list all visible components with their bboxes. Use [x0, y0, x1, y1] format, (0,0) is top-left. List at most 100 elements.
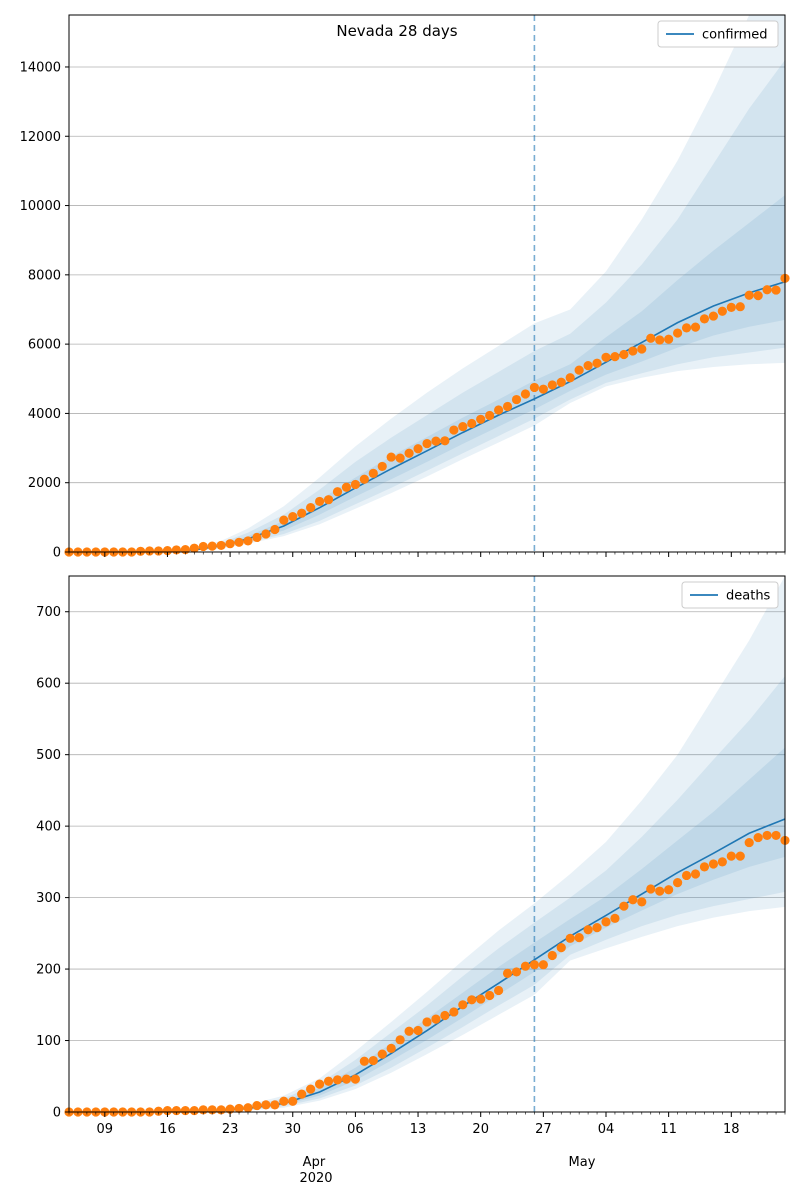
observed-point	[261, 1100, 271, 1110]
observed-point	[395, 1035, 405, 1045]
x-tick-label: 18	[723, 1122, 740, 1137]
observed-point	[413, 444, 423, 454]
uncertainty-band	[69, 942, 535, 1112]
confirmed-panel: 0 2000 4000 6000 8000 10000 12000 14000 Nevada …	[20, 14, 790, 561]
observed-point	[726, 302, 736, 313]
observed-point	[646, 333, 656, 343]
uncertainty-band	[69, 903, 535, 1112]
observed-point	[538, 960, 548, 970]
observed-point	[332, 487, 343, 497]
observed-point	[404, 448, 414, 458]
observed-point	[315, 1079, 325, 1089]
month-label-may: May	[569, 1155, 596, 1170]
observed-point	[646, 884, 656, 894]
observed-point	[136, 546, 146, 556]
observed-point	[252, 532, 262, 543]
x-tick-label: 09	[97, 1122, 114, 1137]
observed-point	[225, 539, 235, 549]
observed-point	[628, 895, 638, 905]
legend-label: confirmed	[702, 28, 768, 43]
observed-point	[547, 380, 557, 390]
observed-point	[449, 425, 459, 435]
observed-point	[458, 1000, 468, 1010]
x-tick-label: 11	[660, 1122, 677, 1137]
observed-point	[341, 482, 352, 492]
observed-point	[619, 349, 629, 360]
observed-point	[243, 536, 253, 546]
observed-point	[270, 524, 280, 535]
observed-point	[386, 1043, 396, 1053]
observed-point	[592, 923, 602, 933]
observed-point	[655, 335, 665, 345]
observed-point	[467, 418, 477, 429]
observed-point	[574, 933, 584, 943]
observed-point	[744, 837, 754, 848]
observed-point	[323, 495, 334, 505]
observed-point	[708, 859, 719, 869]
observed-point	[762, 830, 772, 841]
observed-point	[681, 870, 692, 881]
x-tick-label: 04	[598, 1122, 615, 1137]
observed-point	[565, 373, 575, 383]
observed-point	[556, 943, 566, 953]
observed-point	[431, 1014, 441, 1024]
y-tick-label: 400	[36, 820, 61, 835]
y-tick-label: 700	[36, 605, 61, 620]
observed-point	[735, 851, 745, 861]
observed-point	[708, 311, 719, 321]
observed-point	[261, 529, 271, 539]
observed-point	[440, 1010, 450, 1021]
uncertainty-band	[69, 323, 535, 552]
observed-point	[332, 1075, 343, 1085]
legend-label: deaths	[726, 589, 771, 604]
observed-point	[717, 857, 727, 867]
observed-point	[386, 452, 396, 462]
observed-point	[234, 1103, 244, 1114]
observed-point	[556, 377, 566, 387]
observed-point	[744, 290, 754, 300]
legend-box	[657, 20, 779, 48]
observed-point	[637, 344, 647, 354]
observed-point	[359, 1056, 369, 1066]
y-tick-label: 6000	[28, 338, 61, 353]
y-tick-label: 0	[53, 546, 61, 561]
observed-point	[198, 541, 208, 552]
observed-point	[359, 474, 369, 484]
y-tick-label: 2000	[28, 476, 61, 491]
observed-point	[628, 346, 638, 356]
observed-point	[270, 1100, 280, 1110]
observed-point	[207, 541, 217, 551]
observed-point	[673, 877, 683, 888]
x-tick-label: 27	[535, 1122, 552, 1137]
observed-point	[476, 994, 486, 1004]
uncertainty-band	[534, 195, 785, 410]
observed-point	[726, 851, 736, 861]
observed-point	[171, 1105, 181, 1116]
observed-point	[413, 1025, 423, 1036]
month-label-apr: Apr 2020	[299, 1155, 332, 1186]
x-tick-label: 16	[159, 1122, 176, 1137]
observed-points	[64, 273, 790, 557]
observed-point	[377, 461, 387, 472]
observed-point	[467, 995, 477, 1005]
observed-point	[297, 1089, 307, 1099]
observed-point	[520, 389, 531, 399]
observed-point	[216, 540, 226, 551]
uncertainty-band	[534, 15, 785, 426]
observed-point	[681, 323, 692, 333]
observed-point	[511, 967, 522, 977]
observed-point	[771, 285, 781, 295]
observed-point	[476, 414, 486, 424]
y-tick-label: 10000	[20, 199, 61, 214]
chart-title: Nevada 28 days	[336, 22, 457, 40]
observed-point	[306, 503, 316, 513]
legend-box	[681, 581, 779, 609]
observed-point	[762, 285, 772, 295]
observed-point	[431, 436, 441, 446]
observed-point	[243, 1103, 253, 1113]
observed-point	[699, 862, 710, 872]
observed-point	[583, 925, 593, 935]
observed-point	[404, 1026, 414, 1036]
observed-point	[502, 968, 513, 978]
